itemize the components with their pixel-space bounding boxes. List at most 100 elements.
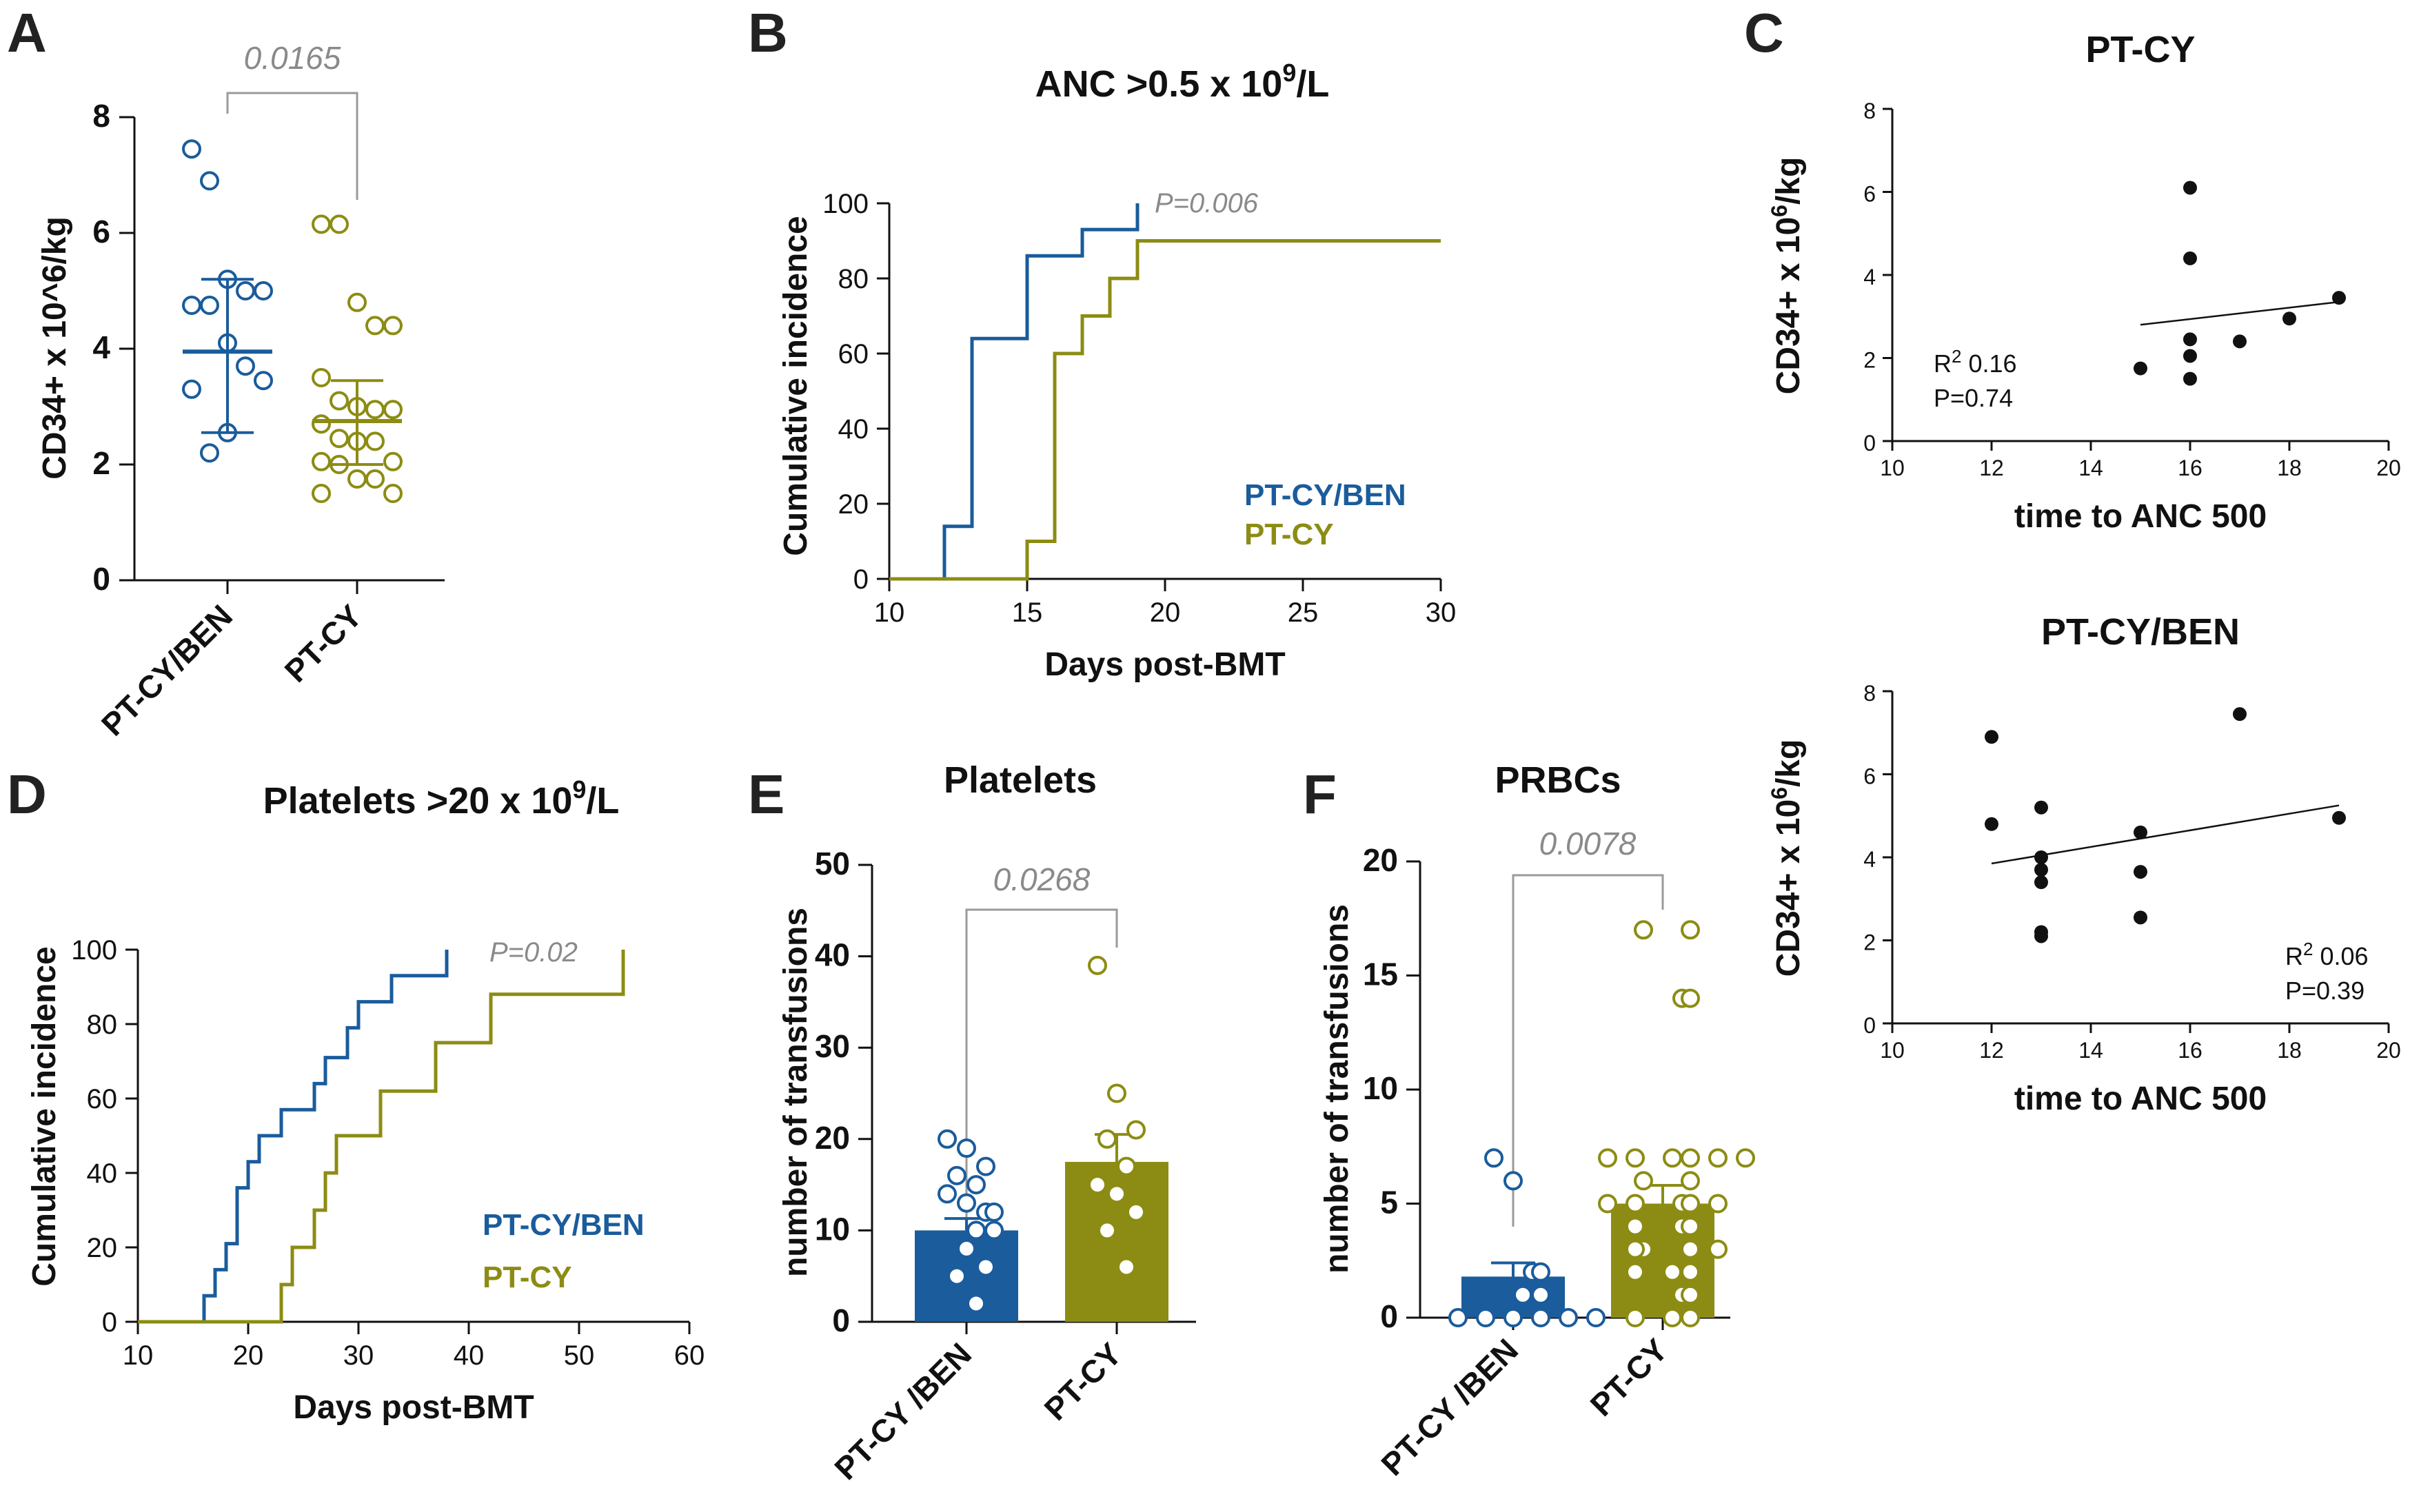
- panel-b: ANC >0.5 x 109/L Cumulative incidence 0 2…: [778, 59, 1456, 683]
- panel-f-point-0-3: [1531, 1262, 1550, 1282]
- panel-f-point-1-19: [1626, 1216, 1645, 1236]
- panel-a-point-1-1: [330, 214, 349, 234]
- panel-c2-r2-r: R: [2285, 942, 2303, 970]
- panel-f-point-1-3: [1681, 988, 1700, 1008]
- panel-a-point-1-10: [312, 414, 331, 434]
- panel-a: CD34+ x 10^6/kg 0 2 4 6 8 PT-CY/BEN PT-CY 0.0…: [37, 40, 445, 743]
- panel-f-ytick-label-2: 10: [1363, 1070, 1398, 1106]
- panel-f-point-1-6: [1626, 1148, 1645, 1168]
- panel-f-point-1-10: [1634, 1171, 1653, 1191]
- panel-c2-r2-superscript: 2: [2303, 939, 2313, 959]
- panel-c1-xtick-label-0: 10: [1880, 456, 1905, 480]
- panel-f-ytick-label-4: 20: [1363, 842, 1398, 878]
- panel-c2-xlabel: time to ANC 500: [2014, 1081, 2267, 1117]
- panel-d-xtick-label-5: 60: [674, 1340, 705, 1371]
- panel-e-point-1-1: [1107, 1083, 1126, 1103]
- panel-b-legend-ptcyben: PT-CY/BEN: [1244, 478, 1406, 512]
- panel-c2-ylabel-superscript: 6: [1767, 787, 1792, 799]
- panel-d-legend-ptcy: PT-CY: [483, 1260, 572, 1294]
- panel-a-point-1-17: [347, 469, 367, 489]
- panel-f-point-0-1: [1503, 1171, 1523, 1191]
- panel-c1-point-4: [2183, 349, 2197, 363]
- panel-e-point-0-2: [976, 1156, 995, 1176]
- panel-a-point-0-3: [236, 281, 255, 300]
- panel-c1-r2-r: R: [1934, 349, 1952, 378]
- panel-a-point-0-11: [200, 443, 219, 463]
- panel-c1-ylabel-superscript: 6: [1767, 205, 1792, 217]
- panel-e-point-0-9: [966, 1220, 986, 1240]
- panel-f-ytick-label-1: 5: [1380, 1185, 1398, 1220]
- panel-d-marks: [138, 950, 625, 1324]
- panel-c2-point-12: [2332, 810, 2346, 825]
- panel-c1-point-2: [2183, 251, 2197, 265]
- panel-c2-point-2: [2034, 800, 2048, 815]
- panel-f-point-0-9: [1559, 1308, 1578, 1327]
- panel-d-ytick-label-4: 80: [87, 1010, 118, 1040]
- panel-e-point-0-8: [984, 1202, 1004, 1222]
- panel-c2-point-5: [2034, 875, 2048, 890]
- panel-d-title-superscript: 9: [572, 775, 586, 804]
- panel-f-point-1-1: [1681, 920, 1700, 940]
- panel-b-ytick-label-3: 60: [838, 339, 869, 369]
- panel-b-ytick-label-5: 100: [822, 189, 869, 219]
- panel-f-point-1-16: [1598, 1194, 1617, 1214]
- panel-c1-point-8: [2332, 291, 2346, 305]
- panel-e-ytick-label-2: 20: [815, 1120, 850, 1156]
- panel-f-point-0-5: [1531, 1285, 1550, 1305]
- panel-d-title-tail: /L: [586, 780, 619, 821]
- panel-b-xtick-label-4: 30: [1426, 597, 1457, 628]
- panel-d-ytick-label-5: 100: [71, 935, 117, 966]
- panel-e-category-label-1: PT-CY: [1037, 1336, 1129, 1427]
- panel-e-point-0-5: [938, 1184, 957, 1204]
- panel-a-pvalue: 0.0165: [244, 40, 341, 76]
- panel-d-xtick-label-2: 30: [343, 1340, 374, 1371]
- panel-a-ytick-label-2: 4: [92, 329, 110, 365]
- panel-c2-ytick-label-0: 0: [1863, 1013, 1876, 1038]
- panel-a-point-1-11: [330, 429, 349, 449]
- panel-c1-ytick-label-3: 6: [1863, 182, 1876, 207]
- panel-c2-ytick-label-2: 4: [1863, 847, 1876, 872]
- panel-e-point-1-3: [1097, 1129, 1117, 1149]
- panel-f-pvalue-bracket: [1512, 874, 1664, 1227]
- panel-c2-xtick-label-2: 14: [2078, 1038, 2103, 1063]
- panel-c1-xlabel: time to ANC 500: [2014, 498, 2267, 535]
- panel-f-bar-1: [1611, 1203, 1714, 1318]
- panel-c2-fit-line: [1991, 804, 2340, 865]
- panel-c2-xtick-label-0: 10: [1880, 1038, 1905, 1063]
- panel-c2-ylabel: CD34+ x 106/kg: [1767, 739, 1807, 977]
- panel-c2-ytick-label-3: 6: [1863, 764, 1876, 789]
- panel-e-point-0-0: [938, 1129, 957, 1149]
- panel-a-point-1-9: [383, 400, 403, 420]
- panel-c2-xtick-label-4: 18: [2277, 1038, 2302, 1063]
- panel-a-categories: PT-CY/BEN PT-CY: [94, 580, 369, 743]
- panel-f-point-0-11: [1586, 1308, 1606, 1327]
- panel-c2-ylabel-tail: /kg: [1770, 739, 1807, 787]
- panel-b-pvalue: P=0.006: [1155, 188, 1259, 218]
- panel-a-point-1-13: [365, 431, 385, 451]
- panel-b-marks: [889, 203, 1441, 581]
- panel-c2-point-4: [2034, 863, 2048, 877]
- panel-a-ytick-label-3: 6: [92, 214, 110, 249]
- panel-d-ytick-label-2: 40: [87, 1158, 118, 1189]
- panel-c2-ticks: 0 2 4 6 8 10 12 14 16 18 20: [1863, 681, 2401, 1063]
- panel-d-title: Platelets >20 x 109/L: [263, 775, 620, 821]
- panel-c1-point-3: [2183, 332, 2197, 347]
- panel-e-point-0-3: [947, 1165, 966, 1185]
- panel-c1-point-1: [2183, 181, 2197, 195]
- panel-d-xtick-label-3: 40: [454, 1340, 485, 1371]
- panel-a-point-1-20: [312, 484, 331, 503]
- panel-b-ticks: 0 20 40 60 80 100 10 15 20 25 30: [822, 189, 1456, 628]
- panel-b-xtick-label-1: 15: [1012, 597, 1043, 628]
- panel-e-point-1-7: [1126, 1202, 1146, 1222]
- panel-f-point-0-7: [1531, 1308, 1550, 1327]
- panel-d-xtick-label-4: 50: [564, 1340, 595, 1371]
- panel-d-ytick-label-1: 20: [87, 1233, 118, 1263]
- panel-c1-stat-r2: R2 0.16: [1934, 346, 2017, 378]
- panel-b-xtick-label-3: 25: [1288, 597, 1319, 628]
- panel-a-point-0-8: [236, 356, 255, 376]
- panel-e-point-1-9: [1117, 1257, 1136, 1277]
- panel-f-point-1-23: [1708, 1239, 1728, 1259]
- panel-d-ytick-label-0: 0: [102, 1307, 117, 1338]
- panel-a-point-1-3: [365, 316, 385, 336]
- panel-f-point-1-11: [1681, 1171, 1700, 1191]
